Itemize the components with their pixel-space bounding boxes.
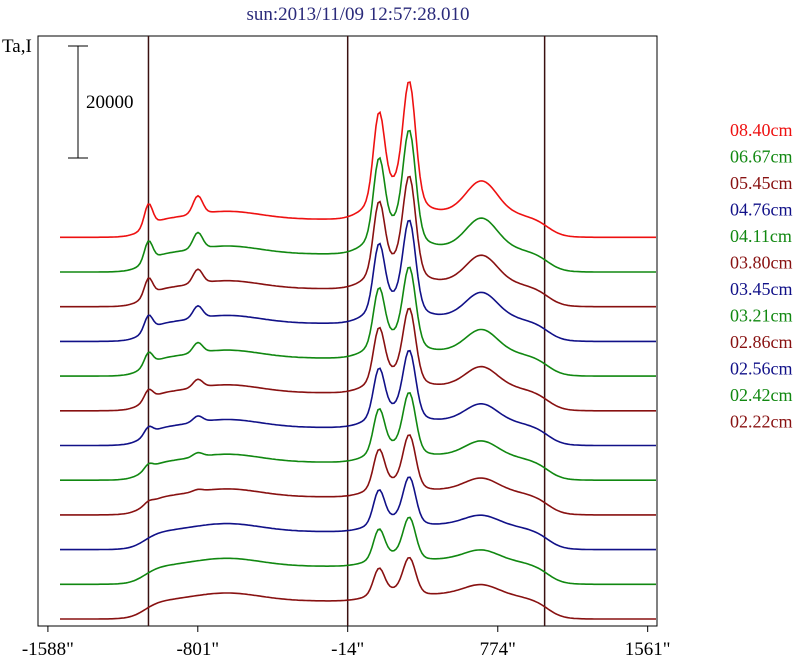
series-line-03.45cm [60, 349, 656, 447]
x-axis-ticks: -1588" -801" -14" 774" 1561" [22, 626, 671, 660]
chart-title: sun:2013/11/09 12:57:28.010 [246, 4, 469, 25]
series-line-05.45cm [60, 175, 656, 308]
legend-entry: 02.42cm [730, 385, 793, 405]
series-line-03.21cm [60, 392, 656, 481]
x-tick-label-1: -801" [177, 639, 220, 660]
legend-entry: 03.80cm [730, 253, 793, 273]
x-tick-label-0: -1588" [22, 639, 74, 660]
series-line-08.40cm [60, 81, 656, 239]
legend-entry: 08.40cm [730, 120, 793, 140]
legend-entry: 06.67cm [730, 147, 793, 167]
x-tick-label-2: -14" [331, 639, 364, 660]
legend-entry: 04.11cm [730, 226, 792, 246]
x-tick-label-4: 1561" [625, 639, 671, 660]
series-line-02.86cm [60, 434, 656, 516]
scale-bar-label: 20000 [86, 92, 134, 113]
legend-entry: 05.45cm [730, 173, 793, 193]
series-line-02.22cm [60, 556, 656, 620]
y-axis-label: Ta,I [2, 36, 32, 57]
series-line-02.42cm [60, 516, 656, 586]
legend-entry: 02.22cm [730, 412, 793, 432]
vertical-marker-lines [147, 36, 546, 626]
legend-entry: 02.86cm [730, 332, 793, 352]
series-lines [60, 81, 656, 620]
series-line-06.67cm [60, 129, 656, 273]
legend-entry: 03.45cm [730, 279, 793, 299]
legend: 08.40cm 06.67cm 05.45cm 04.76cm 04.11cm 03.80… [730, 120, 793, 432]
legend-entry: 02.56cm [730, 359, 793, 379]
series-line-02.56cm [60, 476, 656, 551]
series-line-03.80cm [60, 307, 656, 412]
series-line-04.11cm [60, 266, 656, 377]
x-tick-label-3: 774" [480, 639, 516, 660]
series-line-04.76cm [60, 219, 656, 343]
legend-entry: 04.76cm [730, 200, 793, 220]
legend-entry: 03.21cm [730, 306, 793, 326]
